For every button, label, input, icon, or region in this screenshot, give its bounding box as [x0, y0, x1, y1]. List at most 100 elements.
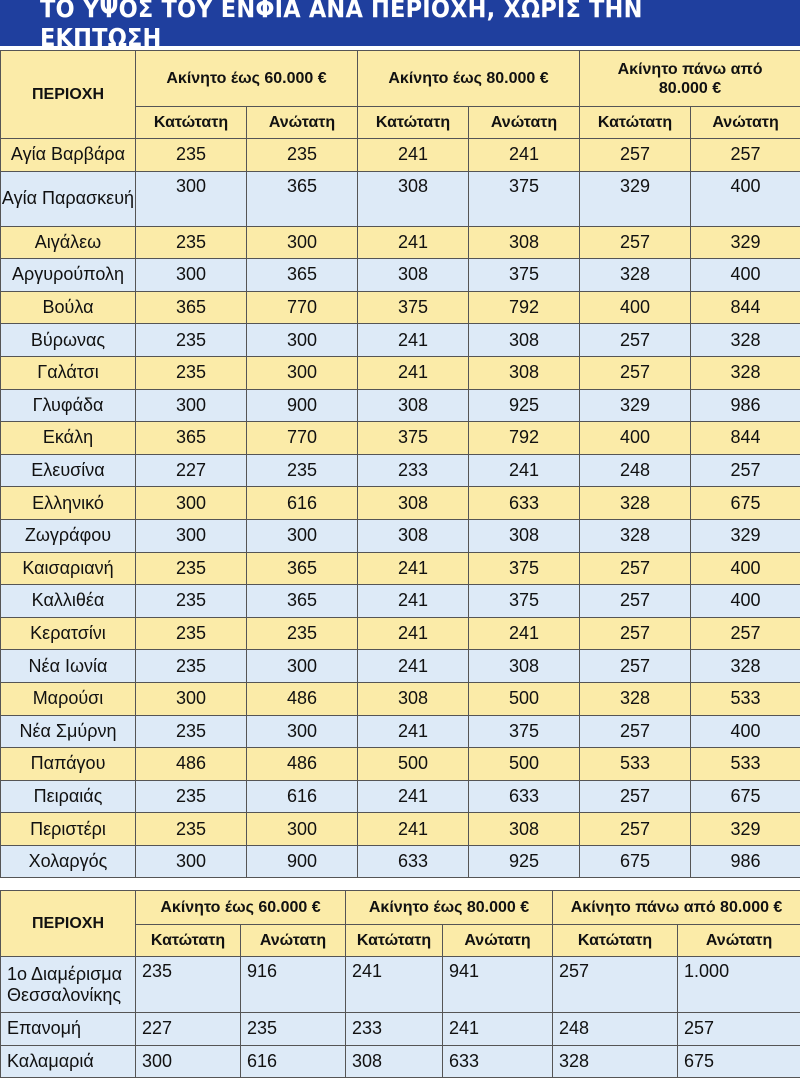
max-value-cell: 375 [468, 258, 581, 292]
max-value-cell: 400 [690, 584, 800, 618]
min-value-cell: 300 [135, 844, 247, 879]
max-value-cell: 308 [468, 355, 581, 390]
sub-header-max: Ανώτατη [690, 106, 800, 139]
max-value-cell: 308 [468, 225, 581, 260]
sub-header-min: Κατώτατη [579, 106, 692, 139]
max-value-cell: 533 [690, 681, 800, 716]
min-value-cell: 241 [357, 355, 470, 390]
max-value-cell: 300 [245, 518, 359, 553]
max-value-cell: 675 [690, 486, 800, 520]
min-value-cell: 328 [579, 681, 692, 716]
min-value-cell: 241 [357, 584, 470, 618]
min-value-cell: 257 [579, 812, 692, 846]
min-value-cell: 300 [135, 1044, 241, 1078]
table-row: 1ο Διαμέρισμα Θεσσαλονίκης 235 916 241 941 25… [0, 956, 800, 1013]
max-value-cell: 375 [468, 584, 581, 618]
table-row: Βύρωνας 235 300 241 308 257 328 [0, 323, 800, 357]
athens-table: ΠΕΡΙΟΧΗ Ακίνητο έως 60.000 € Ακίνητο έως… [0, 50, 800, 879]
min-value-cell: 235 [135, 138, 247, 172]
group-header-over-80k-text: Ακίνητο πάνω από 80.000 € [617, 60, 763, 97]
max-value-cell: 308 [468, 323, 581, 357]
sub-header-max: Ανώτατη [442, 924, 554, 957]
min-value-cell: 257 [579, 616, 692, 651]
group-header-80k: Ακίνητο έως 80.000 € [357, 50, 581, 107]
max-value-cell: 616 [245, 779, 359, 814]
region-cell: Νέα Ιωνία [0, 649, 136, 683]
max-value-cell: 400 [690, 170, 800, 227]
min-value-cell: 235 [135, 714, 247, 749]
max-value-cell: 916 [239, 956, 347, 1013]
max-value-cell: 300 [245, 649, 359, 683]
table-row: Ελευσίνα 227 235 233 241 248 257 [0, 453, 800, 488]
max-value-cell: 235 [245, 138, 359, 172]
max-value-cell: 235 [245, 616, 359, 651]
max-value-cell: 329 [690, 518, 800, 553]
max-value-cell: 300 [245, 714, 359, 749]
max-value-cell: 486 [245, 681, 359, 716]
min-value-cell: 235 [135, 355, 247, 390]
table-row: Νέα Ιωνία 235 300 241 308 257 328 [0, 649, 800, 683]
min-value-cell: 300 [135, 258, 247, 292]
min-value-cell: 365 [135, 421, 247, 455]
min-value-cell: 241 [357, 714, 470, 749]
table-row: Γλυφάδα 300 900 308 925 329 986 [0, 388, 800, 423]
min-value-cell: 241 [357, 323, 470, 357]
region-cell: 1ο Διαμέρισμα Θεσσαλονίκης [0, 956, 136, 1013]
min-value-cell: 248 [579, 453, 692, 488]
min-value-cell: 308 [357, 258, 470, 292]
min-value-cell: 329 [579, 388, 692, 423]
min-value-cell: 248 [552, 1012, 679, 1046]
region-cell: Κερατσίνι [0, 616, 136, 651]
min-value-cell: 235 [135, 584, 247, 618]
min-value-cell: 308 [357, 170, 470, 227]
page-title: ΤΟ ΥΨΟΣ ΤΟΥ ΕΝΦΙΑ ΑΝΑ ΠΕΡΙΟΧΗ, ΧΩΡΙΣ ΤΗΝ… [0, 0, 800, 52]
max-value-cell: 241 [468, 453, 581, 488]
max-value-cell: 486 [245, 747, 359, 781]
region-cell: Καλαμαριά [0, 1044, 136, 1078]
min-value-cell: 486 [135, 747, 247, 781]
max-value-cell: 675 [677, 1044, 800, 1078]
min-value-cell: 257 [579, 584, 692, 618]
min-value-cell: 308 [357, 388, 470, 423]
sub-header-min: Κατώτατη [135, 106, 247, 139]
min-value-cell: 235 [135, 323, 247, 357]
min-value-cell: 241 [357, 138, 470, 172]
max-value-cell: 616 [245, 486, 359, 520]
max-value-cell: 925 [468, 388, 581, 423]
table-row: Κερατσίνι 235 235 241 241 257 257 [0, 616, 800, 651]
region-cell: Ελληνικό [0, 486, 136, 520]
group-header-60k: Ακίνητο έως 60.000 € [134, 50, 359, 107]
sub-header-max: Ανώτατη [468, 106, 581, 139]
max-value-cell: 844 [690, 290, 800, 325]
min-value-cell: 241 [357, 551, 470, 586]
min-value-cell: 233 [345, 1012, 444, 1046]
max-value-cell: 533 [690, 747, 800, 781]
min-value-cell: 235 [135, 812, 247, 846]
table-row: Χολαργός 300 900 633 925 675 986 [0, 844, 800, 879]
min-value-cell: 257 [579, 323, 692, 357]
table-row: Ελληνικό 300 616 308 633 328 675 [0, 486, 800, 520]
region-cell: Αγία Βαρβάρα [0, 138, 136, 172]
min-value-cell: 257 [579, 355, 692, 390]
region-header: ΠΕΡΙΟΧΗ [0, 50, 136, 139]
region-cell: Βύρωνας [0, 323, 136, 357]
region-cell: Χολαργός [0, 844, 136, 879]
max-value-cell: 365 [245, 170, 359, 227]
table-row: Αιγάλεω 235 300 241 308 257 329 [0, 225, 800, 260]
table-row: Επανομή 227 235 233 241 248 257 [0, 1012, 800, 1046]
region-cell: Μαρούσι [0, 681, 136, 716]
max-value-cell: 925 [468, 844, 581, 879]
min-value-cell: 257 [552, 956, 679, 1013]
max-value-cell: 300 [245, 812, 359, 846]
max-value-cell: 400 [690, 714, 800, 749]
min-value-cell: 241 [357, 812, 470, 846]
min-value-cell: 241 [357, 616, 470, 651]
min-value-cell: 308 [357, 681, 470, 716]
min-value-cell: 633 [357, 844, 470, 879]
sub-header-min: Κατώτατη [357, 106, 470, 139]
min-value-cell: 235 [135, 956, 241, 1013]
group-header-80k: Ακίνητο έως 80.000 € [345, 890, 554, 925]
group-header-over-80k: Ακίνητο πάνω από 80.000 € [552, 890, 800, 925]
min-value-cell: 533 [579, 747, 692, 781]
table-row: Νέα Σμύρνη 235 300 241 375 257 400 [0, 714, 800, 749]
